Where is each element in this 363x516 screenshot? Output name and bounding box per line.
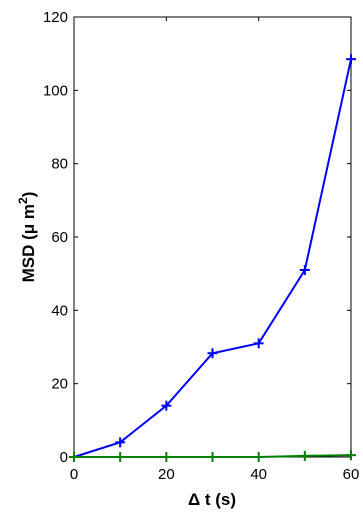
data-point [207,348,218,359]
data-point [69,452,79,462]
x-tick-label: 0 [70,466,78,483]
data-point [299,265,310,275]
x-tick-label: 60 [343,466,360,483]
data-point [161,400,172,411]
axis-ticks: 0 20 40 60 80 100 120 0 20 40 60 [43,9,359,483]
data-point [346,450,356,461]
data-point [115,452,126,462]
data-point [115,437,126,448]
y-tick-label: 120 [43,9,68,26]
series-1 [69,450,356,462]
data-point [253,338,264,349]
plot-area [73,16,352,458]
y-tick-label: 0 [60,449,68,466]
y-tick-label: 100 [43,82,68,99]
y-tick-label: 80 [51,156,68,173]
y-tick-label: 60 [51,229,68,246]
data-point [207,452,218,462]
x-tick-label: 20 [158,466,175,483]
series-layer [69,54,356,462]
y-tick-label: 40 [51,302,68,319]
x-tick-label: 40 [250,466,267,483]
y-tick-label: 20 [51,376,68,393]
data-point [161,452,172,462]
data-point [299,450,310,461]
y-axis-label: MSD (μ m2) [16,192,38,283]
data-point [253,452,264,462]
data-point [346,54,356,65]
x-axis-label: Δ t (s) [188,490,236,509]
